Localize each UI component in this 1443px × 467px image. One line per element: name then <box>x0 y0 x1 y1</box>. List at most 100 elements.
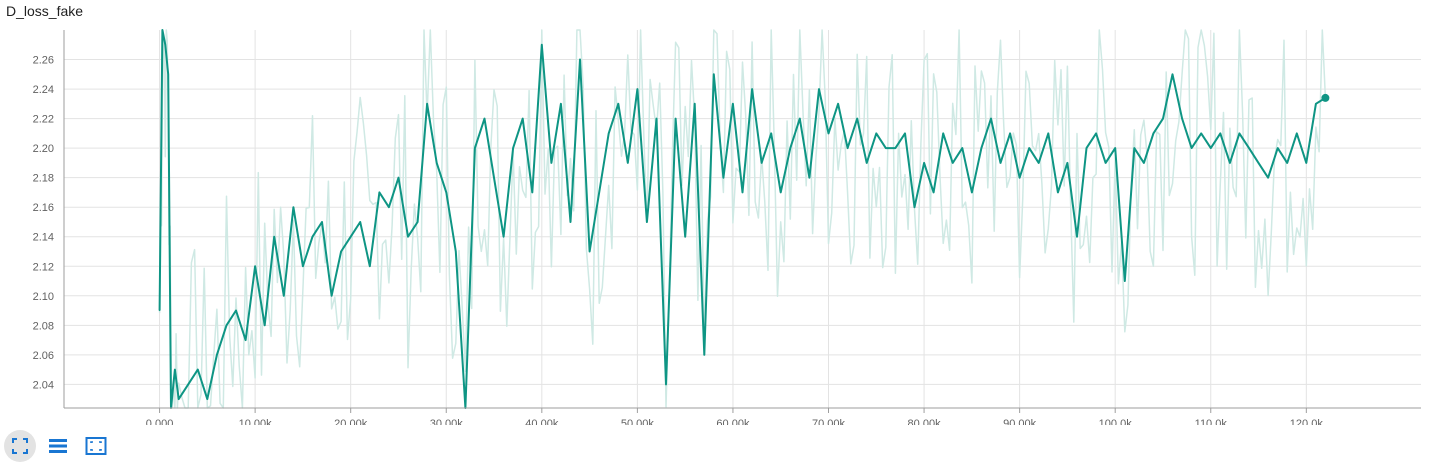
toggle-log-lines-button[interactable] <box>42 430 74 462</box>
data-point <box>732 103 734 105</box>
chart-title: D_loss_fake <box>6 3 84 19</box>
data-point <box>321 221 323 223</box>
x-tick-label: 100.0k <box>1099 418 1133 425</box>
data-point <box>541 44 543 46</box>
data-point <box>340 250 342 253</box>
data-point <box>426 103 428 105</box>
data-point <box>1162 118 1164 120</box>
data-point <box>407 236 409 238</box>
data-point <box>1047 132 1049 134</box>
data-point <box>990 118 992 120</box>
data-point <box>799 118 801 120</box>
data-point <box>904 132 906 134</box>
data-point <box>369 265 371 267</box>
data-point <box>761 162 763 164</box>
data-point <box>187 383 189 385</box>
data-point <box>1133 147 1135 149</box>
data-point <box>1238 132 1240 134</box>
data-point <box>1277 147 1279 149</box>
data-point <box>741 191 744 193</box>
data-point <box>283 295 285 297</box>
data-point <box>474 147 476 149</box>
data-point <box>245 339 247 341</box>
y-tick-label: 2.06 <box>33 350 54 362</box>
data-point <box>608 132 610 134</box>
y-tick-label: 2.04 <box>33 379 54 391</box>
data-point <box>522 118 524 120</box>
data-point <box>388 206 390 208</box>
data-point <box>1143 162 1145 164</box>
x-tick-label: 0.000 <box>146 418 174 425</box>
data-point <box>235 309 237 312</box>
data-point <box>1248 147 1250 149</box>
data-point <box>713 73 715 75</box>
data-point <box>1085 147 1088 149</box>
last-value-marker <box>1321 93 1330 102</box>
data-point <box>302 265 304 267</box>
data-point <box>1124 280 1126 282</box>
data-point <box>1171 73 1174 75</box>
data-point <box>933 191 935 193</box>
data-point <box>617 103 619 105</box>
data-point <box>512 147 514 149</box>
data-point <box>331 295 333 297</box>
data-point <box>1229 162 1231 164</box>
data-point <box>161 29 163 31</box>
data-point <box>1066 162 1068 164</box>
data-point <box>636 88 639 90</box>
data-point <box>1181 118 1183 120</box>
y-tick-label: 2.08 <box>33 320 54 332</box>
data-point <box>1076 236 1078 238</box>
x-tick-label: 110.0k <box>1195 418 1228 425</box>
data-point <box>703 354 705 356</box>
x-tick-label: 10.00k <box>239 418 273 425</box>
data-point <box>646 221 648 223</box>
data-point <box>875 132 877 134</box>
line-chart[interactable]: 0.000 10.00k 20.00k 30.00k 40.00k 50.00k 60.00… <box>0 0 1443 425</box>
data-point <box>1191 147 1193 149</box>
data-point <box>971 191 973 193</box>
fit-domain-button[interactable] <box>80 430 112 462</box>
x-tick-label: 70.00k <box>812 418 846 425</box>
data-point <box>397 177 400 179</box>
data-point <box>684 236 686 238</box>
data-point <box>923 162 925 164</box>
data-point <box>1210 147 1212 149</box>
data-point <box>980 147 983 149</box>
data-point <box>722 177 725 179</box>
data-point <box>560 103 562 105</box>
x-tick-label: 120.0k <box>1290 418 1324 425</box>
grid-lines <box>64 30 1421 408</box>
data-point <box>531 191 533 193</box>
data-point <box>655 118 658 120</box>
data-point <box>885 147 887 149</box>
data-point <box>579 58 581 61</box>
data-point <box>627 162 629 164</box>
data-point <box>1038 162 1040 164</box>
y-tick-label: 2.12 <box>33 261 54 273</box>
y-tick-label: 2.16 <box>33 202 54 214</box>
data-point <box>445 191 447 193</box>
x-tick-label: 60.00k <box>716 418 750 425</box>
data-point <box>225 324 228 326</box>
data-point <box>827 132 830 134</box>
data-point <box>1105 162 1107 164</box>
data-point <box>1286 162 1288 164</box>
data-point <box>378 191 380 193</box>
data-point <box>1019 177 1021 179</box>
data-point <box>178 398 180 400</box>
data-point <box>952 162 954 164</box>
data-point <box>311 236 314 238</box>
data-point <box>167 73 169 75</box>
data-point <box>1095 132 1097 134</box>
data-point <box>550 162 553 164</box>
data-point <box>1305 162 1307 164</box>
data-point <box>837 103 839 105</box>
expand-fullscreen-button[interactable] <box>4 430 36 462</box>
raw-series <box>158 29 1327 409</box>
y-tick-label: 2.10 <box>33 291 54 303</box>
data-point <box>159 309 161 312</box>
data-point <box>493 177 495 179</box>
data-point <box>483 118 486 120</box>
data-point <box>1114 147 1116 149</box>
